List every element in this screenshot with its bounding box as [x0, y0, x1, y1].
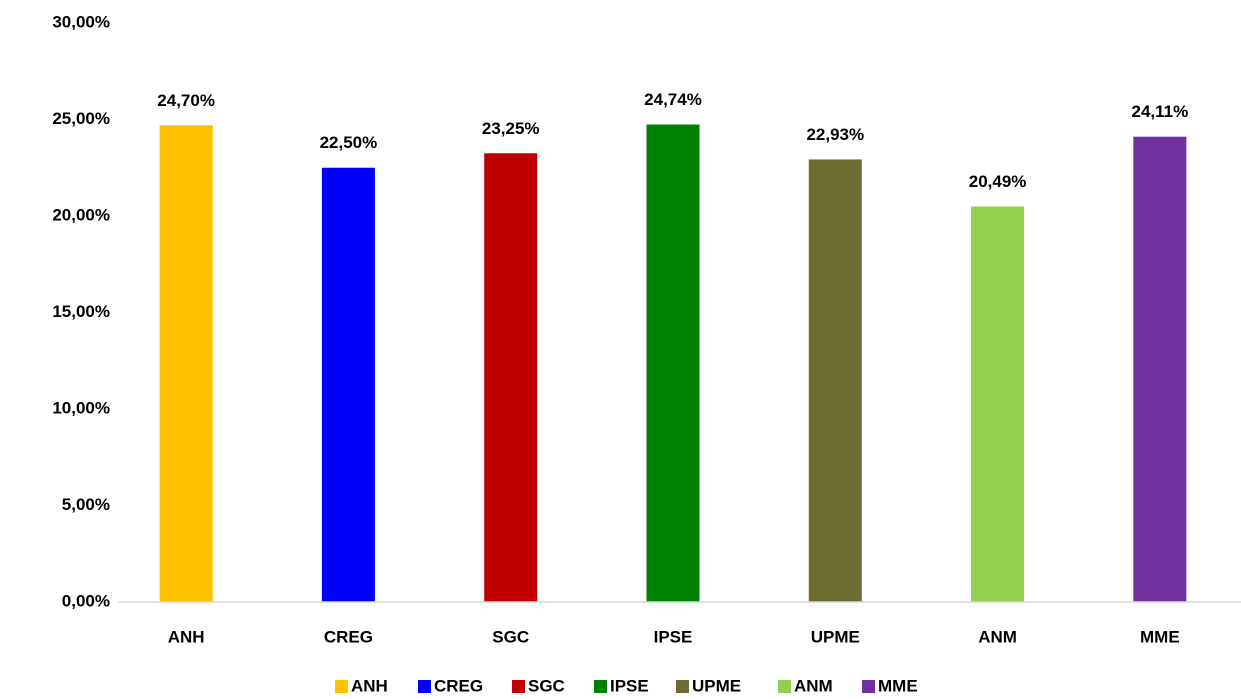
- y-tick-label: 20,00%: [52, 205, 110, 224]
- y-tick-label: 0,00%: [62, 591, 110, 610]
- data-label: 23,25%: [482, 119, 540, 138]
- legend-label: SGC: [528, 676, 565, 695]
- y-tick-label: 10,00%: [52, 398, 110, 417]
- y-tick-label: 30,00%: [52, 12, 110, 31]
- legend-label: ANM: [794, 676, 833, 695]
- legend-label: CREG: [434, 676, 483, 695]
- bar: [808, 159, 862, 603]
- x-tick-label: ANH: [168, 627, 205, 646]
- data-label: 24,11%: [1131, 102, 1188, 121]
- x-tick-label: CREG: [324, 627, 373, 646]
- data-label: 24,74%: [644, 90, 702, 109]
- legend-swatch: [418, 680, 431, 693]
- x-tick-label: MME: [1140, 627, 1180, 646]
- legend-swatch: [335, 680, 348, 693]
- bar: [971, 206, 1025, 602]
- data-label: 20,49%: [969, 172, 1027, 191]
- bar: [159, 125, 213, 602]
- y-tick-label: 15,00%: [52, 302, 110, 321]
- y-tick-label: 5,00%: [62, 495, 110, 514]
- data-label: 24,70%: [157, 91, 215, 110]
- legend-swatch: [512, 680, 525, 693]
- x-tick-label: UPME: [811, 627, 860, 646]
- bar: [646, 124, 700, 602]
- x-tick-label: ANM: [978, 627, 1017, 646]
- bar: [1133, 136, 1187, 602]
- x-tick-label: SGC: [492, 627, 529, 646]
- legend-swatch: [778, 680, 791, 693]
- legend-swatch: [594, 680, 607, 693]
- x-tick-label: IPSE: [654, 627, 693, 646]
- legend-label: MME: [878, 676, 918, 695]
- bar: [321, 167, 375, 602]
- bar: [484, 153, 538, 602]
- legend-label: UPME: [692, 676, 741, 695]
- data-label: 22,93%: [806, 125, 864, 144]
- y-tick-label: 25,00%: [52, 109, 110, 128]
- legend-swatch: [676, 680, 689, 693]
- data-label: 22,50%: [320, 133, 378, 152]
- legend-label: ANH: [351, 676, 388, 695]
- legend-swatch: [862, 680, 875, 693]
- legend-label: IPSE: [610, 676, 649, 695]
